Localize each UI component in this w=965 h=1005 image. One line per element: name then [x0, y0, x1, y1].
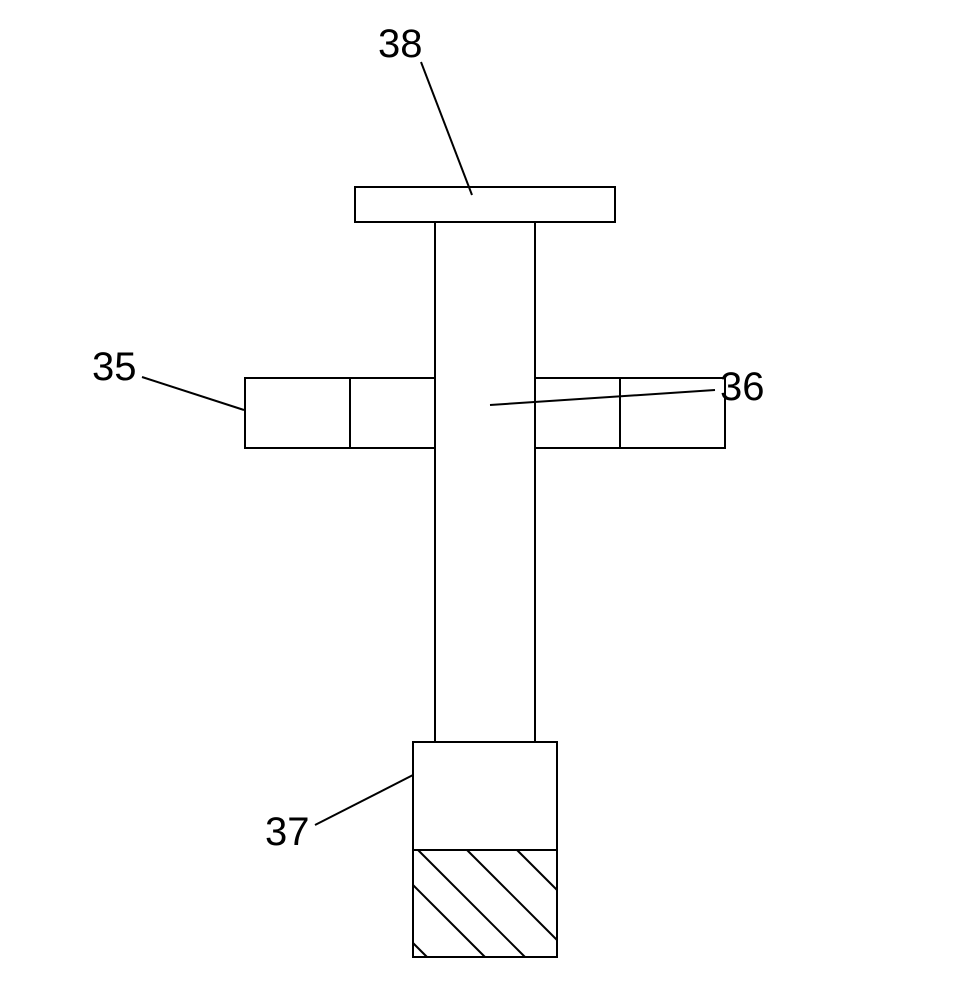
label-36: 36 — [720, 365, 765, 410]
technical-diagram — [0, 0, 965, 1000]
label-37: 37 — [265, 810, 310, 855]
diagram-svg — [0, 0, 965, 1000]
label-38: 38 — [378, 22, 423, 67]
label-35: 35 — [92, 345, 137, 390]
